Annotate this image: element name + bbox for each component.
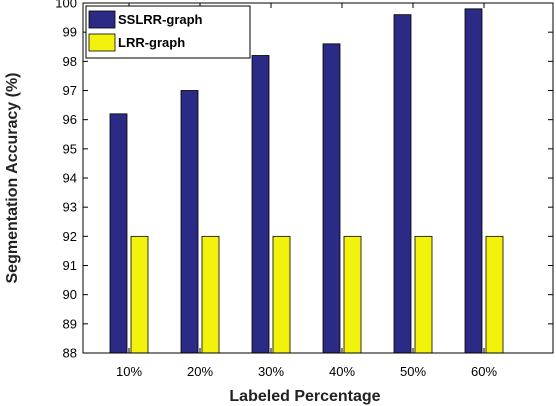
y-tick-label: 88 — [63, 346, 77, 361]
y-tick-label: 94 — [63, 171, 77, 186]
y-tick-label: 90 — [63, 287, 77, 302]
bar-lrr-graph-20pct — [201, 235, 220, 354]
x-axis-label: Labeled Percentage — [229, 388, 380, 405]
bar-lrr-graph-40pct — [343, 235, 362, 354]
legend: SSLRR-graph LRR-graph — [85, 5, 251, 59]
y-tick-label: 95 — [63, 141, 77, 156]
y-tick-label: 91 — [63, 258, 77, 273]
x-tick-label: 40% — [329, 364, 355, 379]
legend-swatch-lrr-graph — [88, 33, 116, 52]
bar-sslrr-graph-50pct — [393, 14, 412, 354]
bar-lrr-graph-50pct — [414, 235, 433, 354]
legend-label-sslrr-graph: SSLRR-graph — [118, 12, 203, 27]
y-tick-label: 97 — [63, 83, 77, 98]
bar-sslrr-graph-40pct — [322, 43, 341, 354]
bars-group — [109, 8, 504, 354]
x-tick-label: 20% — [187, 364, 213, 379]
x-tick-label: 10% — [116, 364, 142, 379]
y-tick-label: 92 — [63, 229, 77, 244]
bar-sslrr-graph-30pct — [251, 55, 270, 354]
x-axis-ticks: 10% 20% 30% 40% 50% 60% — [116, 3, 497, 379]
y-tick-label: 89 — [63, 316, 77, 331]
bar-sslrr-graph-10pct — [109, 113, 128, 354]
y-tick-label: 96 — [63, 112, 77, 127]
plot-frame — [82, 2, 554, 354]
legend-swatch-sslrr-graph — [88, 10, 116, 29]
y-tick-label: 93 — [63, 200, 77, 215]
legend-label-lrr-graph: LRR-graph — [118, 35, 185, 50]
y-axis-ticks: 88 89 90 91 92 93 94 95 96 97 98 99 100 — [55, 0, 553, 361]
bar-lrr-graph-10pct — [130, 235, 149, 354]
bar-sslrr-graph-20pct — [180, 90, 199, 354]
y-axis-label: Segmentation Accuracy (%) — [4, 72, 21, 283]
x-tick-label: 50% — [400, 364, 426, 379]
y-tick-label: 98 — [63, 54, 77, 69]
bar-lrr-graph-60pct — [485, 235, 504, 354]
bar-lrr-graph-30pct — [272, 235, 291, 354]
x-tick-label: 30% — [258, 364, 284, 379]
y-tick-label: 99 — [63, 25, 77, 40]
y-tick-label: 100 — [55, 0, 77, 11]
bar-sslrr-graph-60pct — [464, 8, 483, 354]
x-tick-label: 60% — [471, 364, 497, 379]
